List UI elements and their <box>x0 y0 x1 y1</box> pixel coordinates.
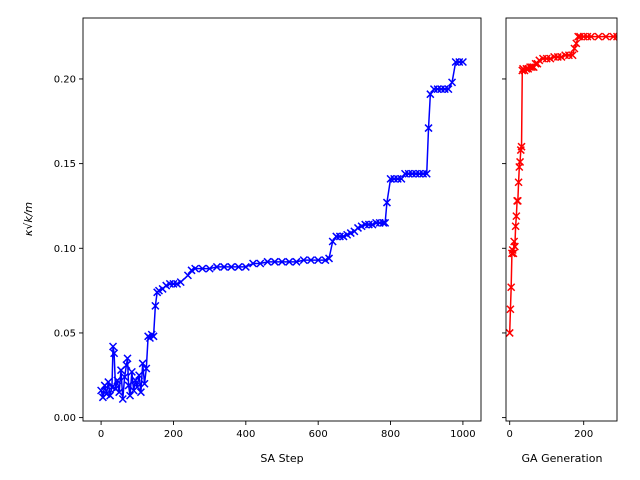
sa-data-point <box>381 218 390 227</box>
sa-x-axis-label: SA Step <box>260 452 303 465</box>
sa-data-point <box>270 257 279 266</box>
sa-data-point <box>397 174 406 183</box>
ga-x-tick-label: 0 <box>507 429 513 440</box>
sa-data-point <box>249 259 258 268</box>
sa-data-point <box>458 57 467 67</box>
sa-data-point <box>256 259 265 268</box>
sa-data-point <box>122 361 131 370</box>
ga-data-point <box>517 142 526 151</box>
sa-x-tick-label: 800 <box>381 429 400 440</box>
sa-data-point <box>424 124 433 133</box>
sa-data-point <box>110 349 119 358</box>
ga-data-point <box>511 222 520 231</box>
sa-x-tick-label: 600 <box>309 429 328 440</box>
ga-data-point <box>510 242 519 251</box>
sa-data-point <box>234 262 243 271</box>
sa-x-tick-label: 1000 <box>450 429 475 440</box>
sa-y-tick-label: 0.20 <box>54 74 76 85</box>
sa-data-point <box>285 257 294 266</box>
ga-data-point <box>516 157 525 166</box>
sa-data-point <box>149 332 158 341</box>
sa-x-tick-label: 400 <box>236 429 255 440</box>
sa-data-point <box>227 262 236 271</box>
sa-data-point <box>444 85 453 94</box>
sa-data-point <box>198 264 207 273</box>
sa-data-point <box>104 378 113 387</box>
sa-data-point <box>127 367 136 376</box>
sa-data-point <box>299 256 308 265</box>
sa-data-point <box>191 264 200 273</box>
sa-data-point <box>109 342 118 351</box>
sa-data-point <box>183 271 192 280</box>
sa-y-tick-label: 0.10 <box>54 244 76 255</box>
ga-data-point <box>601 32 610 41</box>
sa-x-tick-label: 200 <box>164 429 183 440</box>
ga-generation-panel: GA Generation 0 200 <box>502 17 618 465</box>
sa-data-point <box>140 379 149 388</box>
sa-data-point <box>325 254 334 263</box>
ga-x-tick-label: 200 <box>574 429 593 440</box>
ga-x-axis-label: GA Generation <box>522 452 603 465</box>
sa-x-tick-label: 0 <box>98 429 104 440</box>
sa-data-point <box>277 257 287 266</box>
sa-data-point <box>328 237 337 246</box>
ga-data-point <box>587 32 596 41</box>
ga-data-point <box>514 178 523 187</box>
sa-data-point <box>131 376 140 385</box>
sa-data-point <box>382 198 391 207</box>
sa-y-tick-label: 0.05 <box>54 328 76 339</box>
sa-y-tick-label: 0.15 <box>54 159 76 170</box>
ga-data-point <box>509 249 518 258</box>
sa-data-point <box>176 278 185 287</box>
ga-data-point <box>513 196 522 205</box>
ga-data-point <box>570 44 579 53</box>
sa-data-point <box>135 371 144 380</box>
sa-data-point <box>120 372 129 382</box>
sa-data-point <box>205 264 214 273</box>
sa-data-point <box>263 257 272 266</box>
sa-data-point <box>220 262 229 271</box>
sa-data-point <box>123 354 132 363</box>
sa-data-point <box>133 383 142 392</box>
ga-data-point <box>612 32 617 41</box>
sa-data-point <box>118 394 127 404</box>
sa-data-point <box>151 301 160 310</box>
ga-plot-area <box>506 32 617 337</box>
sa-data-point <box>126 391 135 400</box>
sa-axes-frame <box>82 17 482 422</box>
sa-plot-area <box>97 57 467 404</box>
sa-data-point <box>426 90 435 99</box>
ga-data-point <box>594 32 603 41</box>
ga-data-point <box>506 305 515 314</box>
sa-data-point <box>422 169 431 178</box>
ga-data-point <box>506 328 514 337</box>
ga-data-point <box>507 283 516 292</box>
sa-data-point <box>136 388 145 397</box>
sa-data-point <box>292 257 301 266</box>
sa-data-point <box>306 256 315 265</box>
sa-data-point <box>113 376 122 385</box>
ga-data-point <box>572 39 581 48</box>
sa-data-point <box>448 78 457 87</box>
ga-data-point <box>568 51 577 60</box>
sa-step-panel: SA Step κ√k/m 0 200 400 600 800 1000 0.00 0.05 0… <box>22 17 482 465</box>
sa-data-point <box>115 388 124 397</box>
sa-data-point <box>97 386 106 395</box>
sa-data-point <box>241 262 250 271</box>
sa-data-point <box>106 391 115 400</box>
ga-axes-frame <box>505 17 618 422</box>
sa-data-point <box>142 364 151 373</box>
sa-data-point <box>212 262 221 271</box>
sa-data-point <box>379 218 388 227</box>
sa-data-point <box>138 359 147 368</box>
sa-data-point <box>314 256 323 265</box>
sa-y-tick-label: 0.00 <box>54 413 76 424</box>
y-axis-label: κ√k/m <box>22 202 35 236</box>
ga-data-point <box>512 212 521 221</box>
